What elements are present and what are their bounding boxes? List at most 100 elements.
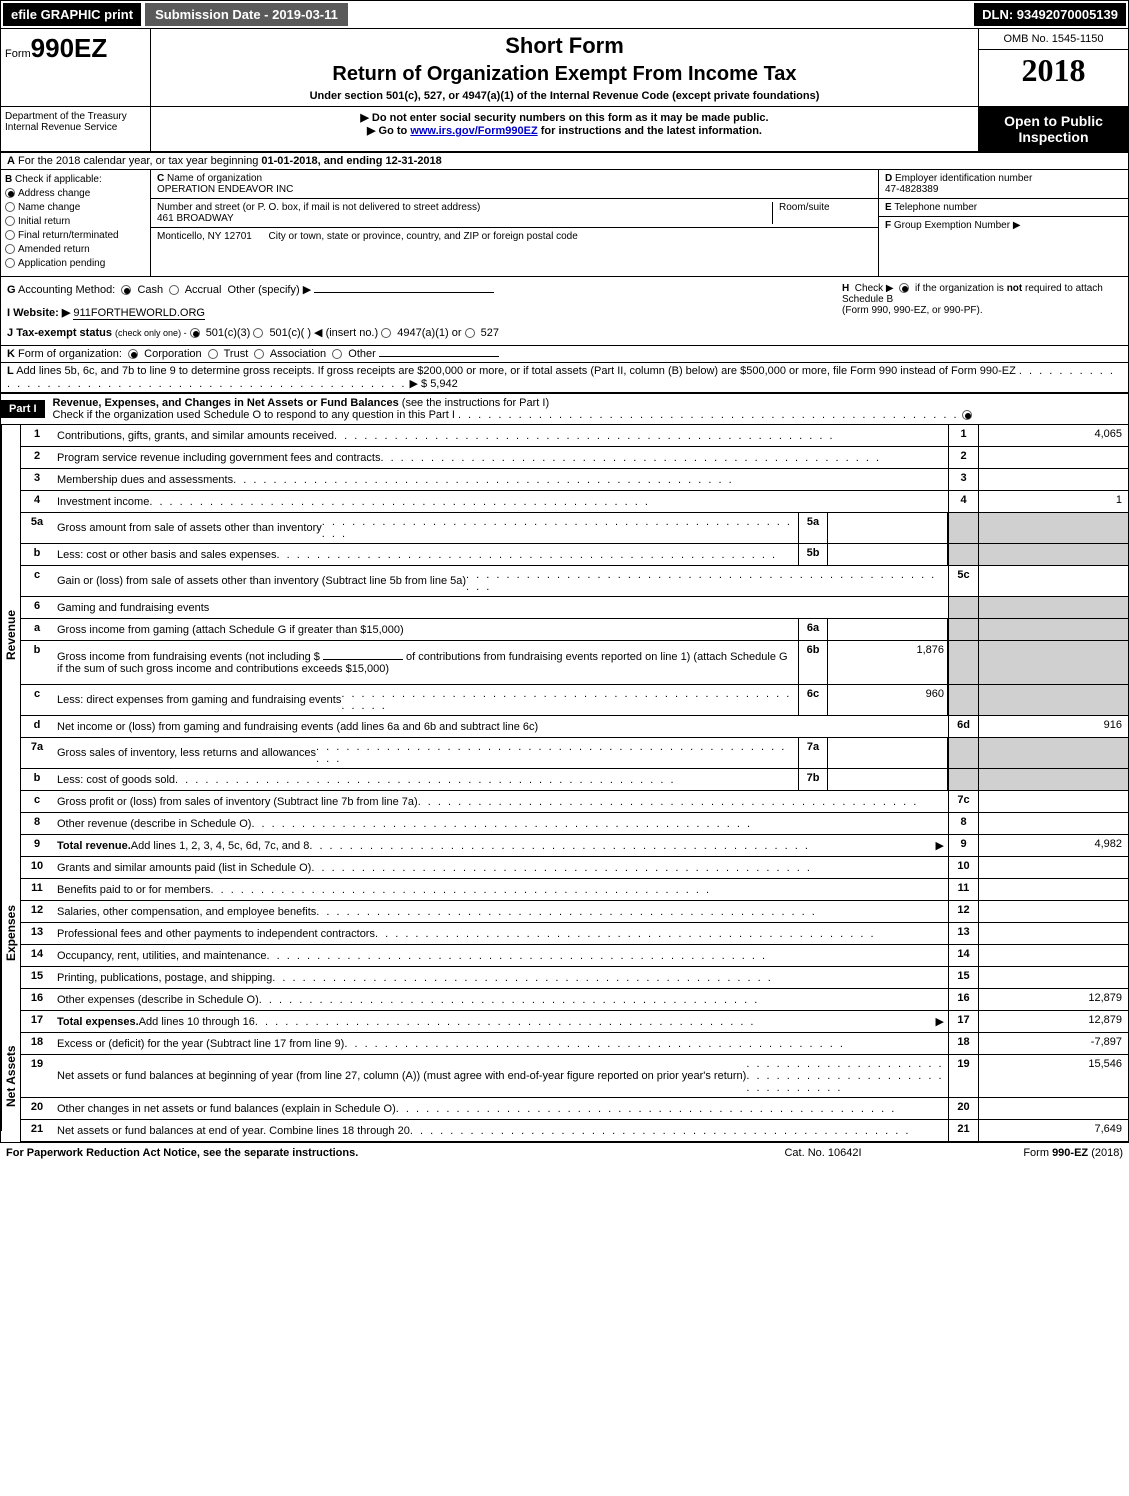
l-text: Add lines 5b, 6c, and 7b to line 9 to de… bbox=[16, 365, 1016, 377]
footer-notice: For Paperwork Reduction Act Notice, see … bbox=[6, 1147, 723, 1159]
radio-icon[interactable] bbox=[254, 349, 264, 359]
header-title-block: Short Form Return of Organization Exempt… bbox=[151, 29, 978, 106]
radio-icon[interactable] bbox=[128, 349, 138, 359]
opt-other: Other (specify) ▶ bbox=[228, 284, 312, 296]
org-name-cell: C Name of organization OPERATION ENDEAVO… bbox=[151, 170, 878, 199]
k-assoc: Association bbox=[270, 348, 326, 360]
radio-icon bbox=[5, 230, 15, 240]
submission-date: Submission Date - 2019-03-11 bbox=[145, 3, 348, 26]
k-other-blank[interactable] bbox=[379, 356, 499, 357]
val-2 bbox=[978, 447, 1128, 468]
line-10: 10Grants and similar amounts paid (list … bbox=[20, 857, 1129, 879]
line-7b: bLess: cost of goods sold7b bbox=[20, 769, 1129, 791]
label-b: B bbox=[5, 174, 12, 185]
form-number: 990EZ bbox=[31, 33, 108, 63]
opt-4947: 4947(a)(1) or bbox=[397, 327, 461, 339]
part1-desc: Revenue, Expenses, and Changes in Net As… bbox=[45, 394, 983, 424]
h-text1: if the organization is bbox=[915, 283, 1007, 294]
line-9: 9Total revenue. Add lines 1, 2, 3, 4, 5c… bbox=[20, 835, 1129, 857]
cb-initial-return[interactable]: Initial return bbox=[5, 216, 146, 227]
val-17: 12,879 bbox=[978, 1011, 1128, 1032]
open-inspection: Open to Public Inspection bbox=[978, 107, 1128, 151]
radio-icon[interactable] bbox=[899, 283, 909, 293]
radio-icon[interactable] bbox=[190, 328, 200, 338]
line-21: 21Net assets or fund balances at end of … bbox=[20, 1120, 1129, 1142]
tax-exempt: Tax-exempt status bbox=[16, 327, 112, 339]
radio-icon bbox=[5, 258, 15, 268]
website-label: Website: ▶ bbox=[13, 307, 70, 319]
part1-label: Part I bbox=[1, 400, 45, 418]
line-19: 19Net assets or fund balances at beginni… bbox=[20, 1055, 1129, 1098]
opt-527: 527 bbox=[481, 327, 499, 339]
radio-icon bbox=[5, 216, 15, 226]
val-1: 4,065 bbox=[978, 425, 1128, 446]
val-6c: 960 bbox=[828, 685, 948, 715]
radio-icon[interactable] bbox=[332, 349, 342, 359]
arrow-icon: ▶ bbox=[1013, 220, 1021, 231]
website-value: 911FORTHEWORLD.ORG bbox=[73, 307, 205, 320]
section-b: B Check if applicable: Address change Na… bbox=[1, 170, 151, 276]
radio-icon[interactable] bbox=[208, 349, 218, 359]
label-i: I bbox=[7, 307, 10, 319]
year-begin: 01-01-2018 bbox=[261, 155, 317, 167]
cb-address-change[interactable]: Address change bbox=[5, 188, 146, 199]
cb-pending[interactable]: Application pending bbox=[5, 258, 146, 269]
vert-expenses: Expenses bbox=[1, 845, 20, 1021]
line-2: 2Program service revenue including gover… bbox=[20, 447, 1129, 469]
radio-icon[interactable] bbox=[381, 328, 391, 338]
other-blank[interactable] bbox=[314, 292, 494, 293]
val-6a bbox=[828, 619, 948, 640]
vert-revenue: Revenue bbox=[1, 425, 20, 845]
radio-icon[interactable] bbox=[962, 410, 972, 420]
line-11: 11Benefits paid to or for members11 bbox=[20, 879, 1129, 901]
cb-amended[interactable]: Amended return bbox=[5, 244, 146, 255]
val-5a bbox=[828, 513, 948, 543]
note-link-row: ▶ Go to www.irs.gov/Form990EZ for instru… bbox=[155, 124, 974, 137]
cb-final-return[interactable]: Final return/terminated bbox=[5, 230, 146, 241]
line-13: 13Professional fees and other payments t… bbox=[20, 923, 1129, 945]
city: Monticello, NY 12701 bbox=[157, 231, 252, 242]
val-6b: 1,876 bbox=[828, 641, 948, 684]
label-l: L bbox=[7, 365, 14, 377]
section-e: E Telephone number bbox=[879, 199, 1128, 217]
radio-icon[interactable] bbox=[253, 328, 263, 338]
opt-501c: 501(c)( ) bbox=[269, 327, 311, 339]
section-a-mid: , and ending bbox=[318, 155, 386, 167]
val-11 bbox=[978, 879, 1128, 900]
val-5c bbox=[978, 566, 1128, 596]
line-6a: aGross income from gaming (attach Schedu… bbox=[20, 619, 1129, 641]
radio-icon[interactable] bbox=[121, 285, 131, 295]
opt-cash: Cash bbox=[137, 284, 163, 296]
val-7c bbox=[978, 791, 1128, 812]
org-name: OPERATION ENDEAVOR INC bbox=[157, 184, 293, 195]
line-7a: 7aGross sales of inventory, less returns… bbox=[20, 738, 1129, 769]
radio-icon[interactable] bbox=[169, 285, 179, 295]
radio-icon bbox=[5, 244, 15, 254]
val-16: 12,879 bbox=[978, 989, 1128, 1010]
line-5a: 5aGross amount from sale of assets other… bbox=[20, 513, 1129, 544]
irs-link[interactable]: www.irs.gov/Form990EZ bbox=[410, 125, 537, 137]
label-c: C bbox=[157, 173, 164, 184]
vert-netassets: Net Assets bbox=[1, 1021, 20, 1131]
line-15: 15Printing, publications, postage, and s… bbox=[20, 967, 1129, 989]
part1-subtitle: Check if the organization used Schedule … bbox=[53, 409, 455, 421]
line-6b: bGross income from fundraising events (n… bbox=[20, 641, 1129, 685]
line-5b: bLess: cost or other basis and sales exp… bbox=[20, 544, 1129, 566]
info-grid: B Check if applicable: Address change Na… bbox=[0, 170, 1129, 277]
label-g: G bbox=[7, 284, 16, 296]
year-end: 12-31-2018 bbox=[386, 155, 442, 167]
val-21: 7,649 bbox=[978, 1120, 1128, 1141]
val-6d: 916 bbox=[978, 716, 1128, 737]
part1-title: Revenue, Expenses, and Changes in Net As… bbox=[53, 397, 399, 409]
l-amount: ▶ $ 5,942 bbox=[410, 378, 458, 390]
street: 461 BROADWAY bbox=[157, 213, 234, 224]
street-label: Number and street (or P. O. box, if mail… bbox=[157, 202, 480, 213]
val-20 bbox=[978, 1098, 1128, 1119]
section-a-pre: For the 2018 calendar year, or tax year … bbox=[18, 155, 261, 167]
phone-label: Telephone number bbox=[894, 202, 977, 213]
footer-formid: Form 990-EZ (2018) bbox=[923, 1147, 1123, 1159]
h-not: not bbox=[1007, 283, 1023, 294]
cb-name-change[interactable]: Name change bbox=[5, 202, 146, 213]
radio-icon[interactable] bbox=[465, 328, 475, 338]
check-only-one: (check only one) - bbox=[115, 328, 187, 338]
